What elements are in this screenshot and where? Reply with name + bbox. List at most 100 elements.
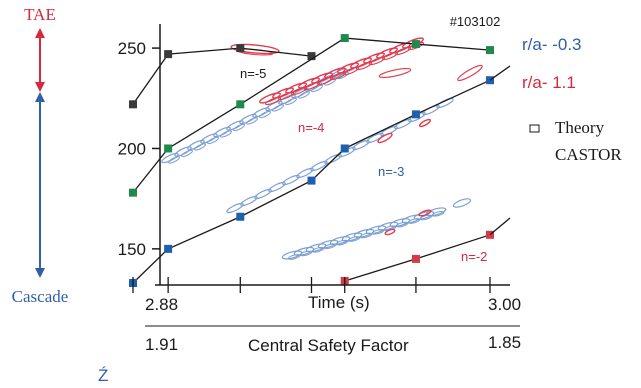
contour-blob — [363, 52, 385, 64]
y-tick-label: 200 — [118, 139, 146, 158]
theory-point — [236, 100, 245, 109]
contour-blob — [329, 236, 351, 246]
contour-blob — [230, 43, 280, 55]
contour-blob — [303, 81, 321, 91]
contour-blob — [278, 94, 296, 105]
x-tick-start: 2.88 — [145, 295, 178, 314]
contour-blob — [311, 72, 333, 84]
contour-blob — [200, 133, 218, 144]
contour-blob — [298, 91, 310, 99]
theory-series — [129, 34, 511, 287]
theory-point — [164, 144, 173, 153]
x-axis-title: Time (s) — [308, 293, 370, 312]
contour-blob — [259, 92, 281, 104]
contour-blob — [213, 126, 231, 138]
contour-blob — [365, 225, 387, 235]
contour-blob — [305, 243, 327, 253]
contour-blob — [240, 195, 258, 207]
legend-theory-label: Theory — [555, 118, 605, 137]
theory-point — [129, 188, 137, 197]
theory-line — [132, 37, 491, 194]
contour-blob — [252, 107, 270, 118]
contour-blob — [389, 218, 411, 228]
contour-blob — [316, 76, 334, 86]
plot-area: 150 200 250 — [118, 24, 511, 293]
contour-blob — [290, 86, 308, 96]
theory-point — [129, 100, 137, 109]
contour-blob — [259, 110, 271, 119]
contour-blob — [353, 228, 375, 238]
tae-arrow — [35, 28, 45, 92]
contour-blob — [419, 118, 431, 128]
cascade-arrow — [35, 92, 45, 278]
contour-blob — [187, 139, 205, 151]
contour-blob — [377, 221, 399, 231]
contour-blob — [268, 181, 286, 193]
secondary-axis-title: Central Safety Factor — [248, 336, 409, 355]
contour-blob — [342, 66, 360, 76]
contour-blob — [282, 174, 300, 186]
secondary-tick-end: 1.85 — [488, 333, 521, 352]
legend-castor-label: CASTOR — [555, 145, 622, 164]
contour-blob — [226, 120, 244, 131]
theory-line — [132, 47, 312, 105]
contour-blob — [233, 123, 245, 132]
theory-line-extension — [489, 217, 511, 236]
theory-point — [236, 44, 245, 53]
theory-point — [164, 244, 173, 253]
contour-blob — [272, 87, 294, 99]
contour-blob — [293, 246, 315, 256]
theory-point — [236, 212, 245, 221]
contour-blob — [418, 209, 432, 217]
contour-blob — [194, 143, 206, 151]
contour-blob — [324, 67, 346, 79]
contour-blob — [174, 146, 192, 157]
contour-blob — [452, 198, 472, 208]
contour-blob — [350, 57, 372, 69]
contour-blob — [285, 97, 297, 106]
theory-point — [411, 254, 420, 263]
theory-point — [164, 50, 173, 59]
theory-line-extension — [489, 65, 511, 81]
contour-blob — [355, 61, 373, 71]
contour-blob — [431, 210, 445, 217]
contour-blob — [341, 232, 363, 242]
contour-blob — [378, 67, 412, 79]
footer-glyph: Ź — [98, 366, 108, 385]
mode-label-n3: n=-3 — [378, 164, 404, 179]
theory-marker-icon — [529, 124, 540, 133]
mode-label-n4: n=-4 — [298, 120, 324, 135]
contour-blob — [168, 156, 180, 164]
contour-blob — [281, 250, 303, 260]
shot-number: #103102 — [450, 14, 501, 29]
legend-red-label: r/a- 1.1 — [522, 73, 576, 92]
contour-blob — [457, 64, 483, 82]
contour-blob — [324, 153, 342, 165]
mode-label-n2: n=-2 — [461, 249, 487, 264]
contour-blob — [377, 132, 393, 144]
theory-point — [307, 52, 316, 61]
contour-blob — [298, 77, 320, 89]
contour-blob — [226, 202, 244, 214]
contour-blob — [376, 47, 398, 59]
contour-blob — [337, 62, 359, 74]
y-tick-label: 250 — [118, 39, 146, 58]
theory-point — [340, 34, 349, 43]
contour-blob — [366, 132, 384, 144]
contour-blob — [181, 149, 193, 158]
contour-blob — [264, 96, 282, 106]
contour-blob — [285, 82, 307, 94]
contour-blob — [352, 139, 370, 151]
theory-point — [486, 46, 494, 55]
contour-blob — [239, 113, 257, 125]
contour-blob — [329, 71, 347, 81]
y-tick-label: 150 — [118, 240, 146, 259]
contour-blob — [394, 46, 412, 56]
secondary-tick-start: 1.91 — [145, 335, 178, 354]
contour-blob — [277, 91, 295, 101]
contour-blob — [246, 117, 258, 125]
theory-point — [340, 144, 349, 153]
contour-blob — [413, 210, 435, 220]
contour-blob — [296, 167, 314, 179]
